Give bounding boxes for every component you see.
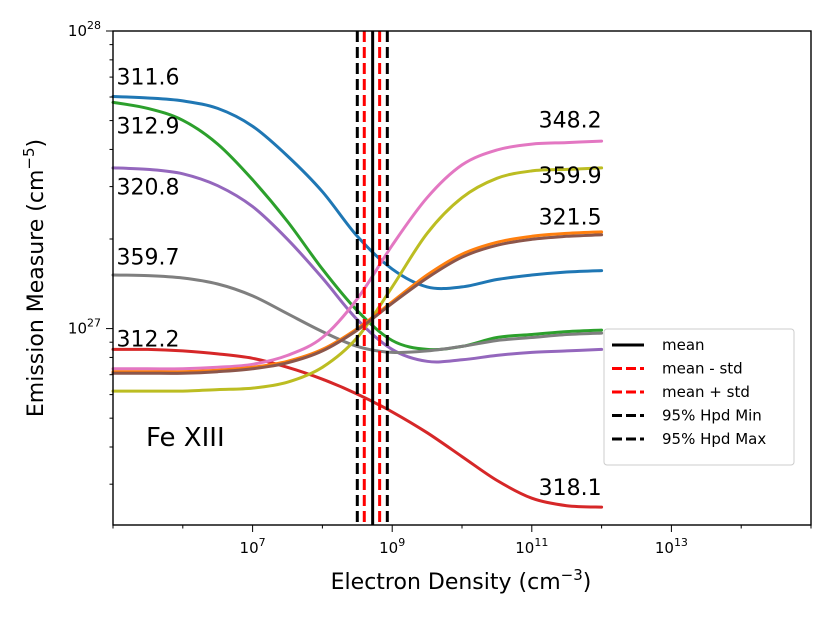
legend: mean mean - std mean + std 95% Hpd Min 95% H… [603, 328, 795, 466]
x-tick-label: 1011 [515, 536, 548, 557]
series-line-348.2 [111, 139, 604, 371]
plot-area: 311.6 312.9 320.8 359.7 312.2 348.2 359.9 321.5… [111, 31, 604, 525]
legend-label: 95% Hpd Min [662, 407, 762, 425]
x-tick-exponent: 7 [259, 536, 266, 549]
x-axis-label-text: Electron Density (cm [331, 570, 561, 595]
x-axis-label-exponent: −3 [561, 566, 583, 584]
series-line-311.6 [111, 95, 604, 291]
line-label-318.1: 318.1 [539, 476, 602, 501]
y-tick-base: 10 [68, 320, 87, 338]
x-axis-ticks: 107 109 1011 1013 [112, 525, 812, 557]
legend-label: 95% Hpd Max [662, 430, 766, 448]
line-label-312.9: 312.9 [116, 115, 179, 140]
y-tick-base: 10 [68, 22, 87, 40]
x-axis-label-close: ) [583, 570, 592, 595]
series-line-359.7 [111, 273, 604, 355]
y-axis-label: Emission Measure (cm−5) [20, 139, 49, 417]
x-tick-label: 107 [240, 536, 266, 557]
x-tick-base: 10 [379, 539, 398, 557]
line-label-348.2: 348.2 [539, 109, 602, 134]
x-axis-label: Electron Density (cm−3) [331, 566, 592, 595]
line-label-359.9: 359.9 [539, 164, 602, 189]
legend-label: mean - std [662, 360, 743, 378]
legend-box [603, 328, 795, 466]
annotation-fe-xiii: Fe XIII [146, 423, 225, 453]
line-label-320.8: 320.8 [116, 176, 179, 201]
x-tick-label: 1013 [655, 536, 688, 557]
legend-label: mean [662, 336, 705, 354]
line-label-321.5: 321.5 [539, 205, 602, 230]
x-tick-base: 10 [515, 539, 534, 557]
series-line-312.2 [111, 347, 604, 509]
y-axis-label-exponent: −5 [20, 147, 38, 169]
x-tick-label: 109 [379, 536, 405, 557]
legend-label: mean + std [662, 383, 750, 401]
x-tick-base: 10 [655, 539, 674, 557]
y-tick-label: 1027 [68, 317, 101, 338]
x-tick-exponent: 11 [534, 536, 548, 549]
y-tick-exponent: 28 [87, 19, 101, 32]
y-axis-label-text: Emission Measure (cm [24, 170, 49, 417]
line-label-359.7: 359.7 [116, 246, 179, 271]
y-tick-label: 1028 [68, 19, 101, 40]
y-tick-exponent: 27 [87, 317, 101, 330]
x-tick-base: 10 [240, 539, 259, 557]
line-label-312.2: 312.2 [116, 327, 179, 352]
y-axis-label-close: ) [24, 139, 49, 148]
series-line-unlabeled-8 [111, 233, 604, 375]
x-tick-exponent: 13 [674, 536, 688, 549]
legend-entries: mean mean - std mean + std 95% Hpd Min 95% H… [612, 336, 766, 448]
line-label-311.6: 311.6 [116, 66, 179, 91]
x-tick-exponent: 9 [398, 536, 405, 549]
